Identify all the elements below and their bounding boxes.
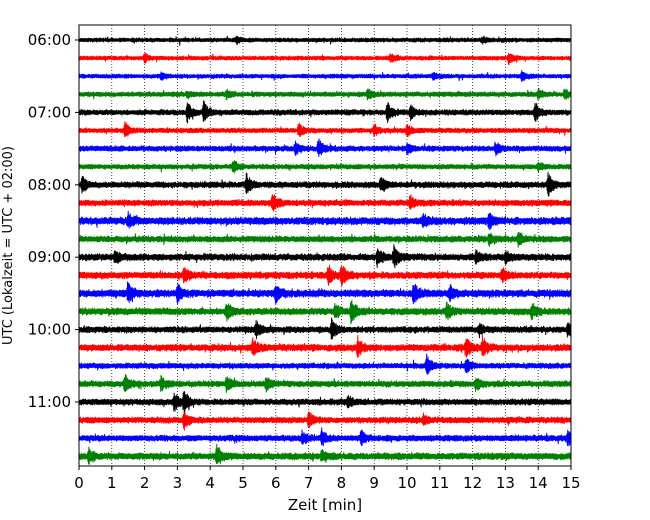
y-tick-label-0700: 07:00 — [28, 103, 71, 121]
trace-0630 — [78, 70, 572, 82]
x-tick-label-10: 10 — [397, 474, 416, 492]
seismic-traces — [78, 35, 572, 465]
trace-0645 — [78, 87, 572, 101]
trace-1130 — [78, 427, 572, 447]
trace-0930 — [78, 281, 572, 305]
trace-0915 — [78, 264, 572, 287]
trace-0700 — [78, 100, 572, 124]
trace-0745 — [78, 160, 572, 174]
x-axis-ticks: 0 1 2 3 4 5 6 7 8 9 10 11 12 13 14 15 — [74, 466, 581, 492]
trace-1000 — [78, 317, 572, 340]
trace-1045 — [78, 373, 572, 394]
x-tick-label-8: 8 — [337, 474, 347, 492]
x-tick-label-14: 14 — [529, 474, 548, 492]
x-tick-label-12: 12 — [463, 474, 482, 492]
y-tick-label-0600: 06:00 — [28, 31, 71, 49]
x-tick-label-7: 7 — [304, 474, 314, 492]
trace-0900 — [78, 244, 572, 269]
y-tick-label-0800: 08:00 — [28, 176, 71, 194]
trace-1015 — [78, 334, 572, 358]
y-axis-label: UTC (Lokalzeit = UTC + 02:00) — [1, 146, 16, 345]
trace-0945 — [78, 299, 572, 325]
trace-0600 — [78, 35, 572, 46]
trace-0830 — [78, 210, 572, 230]
x-tick-label-11: 11 — [430, 474, 449, 492]
plot-frame — [78, 24, 572, 467]
x-tick-label-9: 9 — [369, 474, 379, 492]
x-tick-label-5: 5 — [238, 474, 248, 492]
x-tick-label-4: 4 — [205, 474, 215, 492]
x-tick-label-13: 13 — [496, 474, 515, 492]
y-tick-label-0900: 09:00 — [28, 248, 71, 266]
x-tick-label-15: 15 — [561, 474, 580, 492]
trace-1115 — [78, 411, 572, 431]
x-tick-label-6: 6 — [271, 474, 281, 492]
trace-1100 — [78, 391, 572, 416]
trace-1145 — [78, 443, 572, 465]
x-axis-label: Zeit [min] — [288, 496, 362, 514]
y-tick-label-1000: 10:00 — [28, 321, 71, 339]
trace-0615 — [78, 52, 572, 66]
x-tick-label-0: 0 — [74, 474, 84, 492]
x-tick-label-2: 2 — [140, 474, 150, 492]
y-axis-ticks: 06:00 07:00 08:00 09:00 10:00 11:00 — [28, 31, 79, 411]
trace-0800 — [78, 171, 572, 197]
trace-0715 — [78, 121, 572, 138]
x-tick-label-1: 1 — [107, 474, 117, 492]
trace-0845 — [78, 231, 572, 248]
trace-0815 — [78, 194, 572, 212]
trace-0730 — [78, 138, 572, 157]
x-tick-label-3: 3 — [173, 474, 183, 492]
trace-1030 — [78, 353, 572, 375]
y-tick-label-1100: 11:00 — [28, 393, 71, 411]
